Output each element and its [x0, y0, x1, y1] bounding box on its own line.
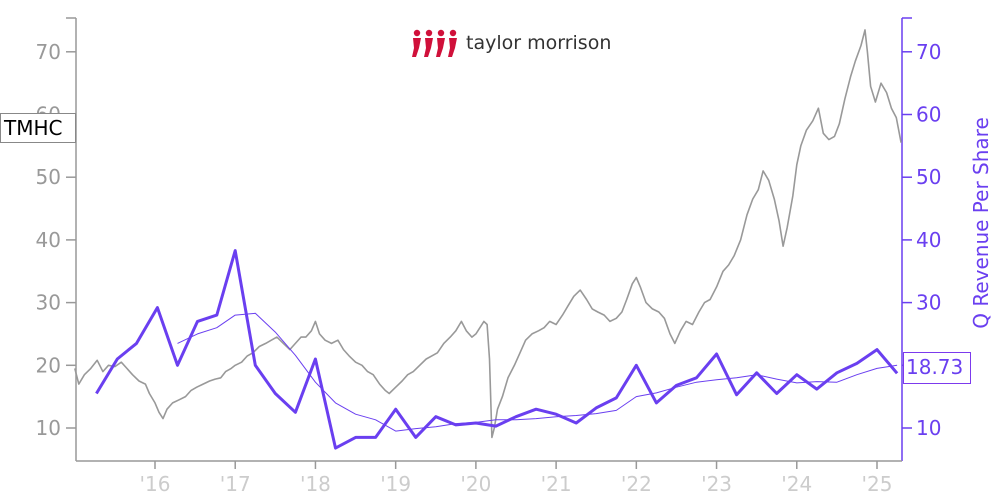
- logo-text: taylor morrison: [466, 32, 612, 54]
- revenue-line: [95, 249, 899, 450]
- right-tick-label: 40: [916, 228, 941, 252]
- logo-figures-icon: [412, 29, 457, 57]
- x-tick-label: '17: [220, 472, 251, 496]
- right-tick-label: 60: [916, 103, 941, 127]
- right-tick-label: 50: [916, 165, 941, 189]
- left-tick-label: 10: [36, 416, 61, 440]
- left-tick-label: 40: [36, 228, 61, 252]
- right-tick-label: 30: [916, 291, 941, 315]
- right-tick-label: 10: [916, 416, 941, 440]
- revenue-avg-line: [177, 312, 898, 432]
- right-tick-label: 70: [916, 40, 941, 64]
- price-line: [74, 29, 902, 439]
- x-tick-label: '16: [140, 472, 171, 496]
- right-axis-label: Q Revenue Per Share: [969, 117, 993, 329]
- x-tick-label: '24: [781, 472, 812, 496]
- left-tick-label: 30: [36, 291, 61, 315]
- ticker-label: TMHC: [0, 113, 76, 143]
- left-tick-label: 20: [36, 353, 61, 377]
- x-tick-label: '21: [541, 472, 572, 496]
- x-tick-label: '20: [460, 472, 491, 496]
- x-tick-label: '25: [862, 472, 893, 496]
- left-tick-label: 50: [36, 165, 61, 189]
- x-tick-label: '18: [300, 472, 331, 496]
- left-tick-label: 70: [36, 40, 61, 64]
- x-tick-label: '23: [701, 472, 732, 496]
- x-tick-label: '22: [621, 472, 652, 496]
- x-tick-label: '19: [380, 472, 411, 496]
- last-value-label: 18.73: [903, 352, 971, 384]
- company-logo: taylor morrison: [410, 28, 611, 58]
